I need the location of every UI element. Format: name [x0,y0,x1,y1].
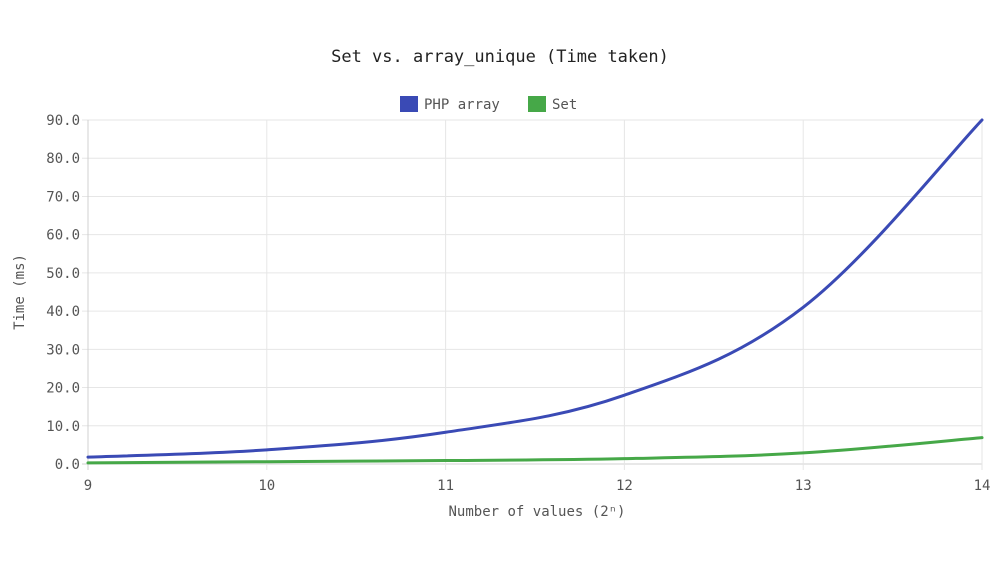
y-tick-label: 50.0 [46,266,80,282]
y-tick-label: 70.0 [46,189,80,205]
chart-title: Set vs. array_unique (Time taken) [331,47,669,67]
y-tick-label: 30.0 [46,342,80,358]
y-tick-label: 10.0 [46,419,80,435]
legend: PHP array Set [400,96,577,113]
y-tick-label: 60.0 [46,228,80,244]
legend-label-php-array[interactable]: PHP array [424,97,500,113]
grid [82,119,983,470]
y-tick-label: 40.0 [46,304,80,320]
legend-swatch-set [528,96,546,112]
x-tick-label: 9 [84,478,92,494]
legend-label-set[interactable]: Set [552,97,577,113]
x-axis-title: Number of values (2ⁿ) [448,504,625,520]
x-tick-label: 12 [616,478,633,494]
x-tick-label: 13 [795,478,812,494]
y-tick-label: 20.0 [46,381,80,397]
y-axis-title: Time (ms) [12,254,28,330]
x-tick-label: 14 [974,478,991,494]
series-line-set [86,436,984,465]
x-tick-label: 11 [437,478,454,494]
x-tick-label: 10 [258,478,275,494]
legend-swatch-php-array [400,96,418,112]
y-tick-label: 80.0 [46,151,80,167]
series-line-php-array [86,118,984,459]
x-axis-ticks: 9 10 11 12 13 14 [84,478,991,494]
y-tick-label: 0.0 [55,457,80,473]
series-lines [86,118,984,465]
y-tick-label: 90.0 [46,113,80,129]
y-axis-ticks: 0.0 10.0 20.0 30.0 40.0 50.0 60.0 70.0 80.0 90.0 [46,113,80,473]
